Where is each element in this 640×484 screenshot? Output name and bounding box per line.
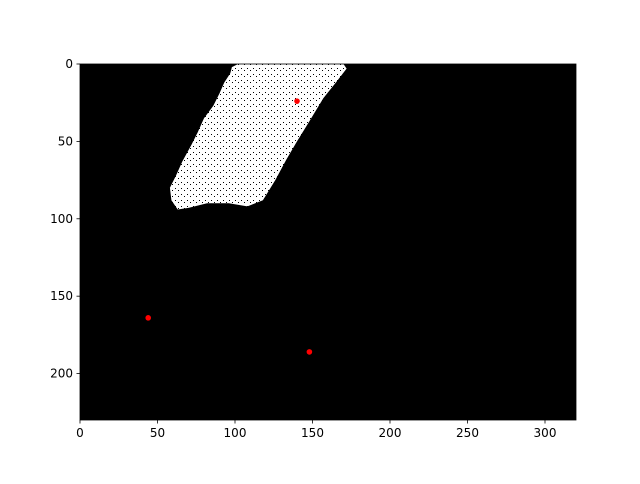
x-tick-label: 50	[150, 426, 165, 440]
x-tick-label: 200	[379, 426, 402, 440]
data-point-1	[294, 98, 300, 104]
y-tick-label: 200	[50, 367, 73, 381]
y-tick-label: 0	[65, 57, 73, 71]
x-tick-label: 100	[224, 426, 247, 440]
y-tick-label: 150	[50, 289, 73, 303]
axes-frame	[79, 63, 577, 421]
y-axis: 0 50 100 150 200	[50, 57, 80, 381]
x-tick-label: 150	[301, 426, 324, 440]
data-point-2	[145, 315, 151, 321]
y-tick-label: 50	[58, 134, 73, 148]
x-tick-label: 250	[456, 426, 479, 440]
mask-region	[169, 64, 347, 210]
image-background	[80, 64, 576, 420]
data-point-3	[306, 349, 313, 355]
y-tick-label: 100	[50, 212, 73, 226]
plot-area	[79, 63, 577, 421]
x-axis: 0 50 100 150 200 250 300	[76, 420, 556, 440]
x-tick-label: 0	[76, 426, 84, 440]
x-tick-label: 300	[534, 426, 557, 440]
